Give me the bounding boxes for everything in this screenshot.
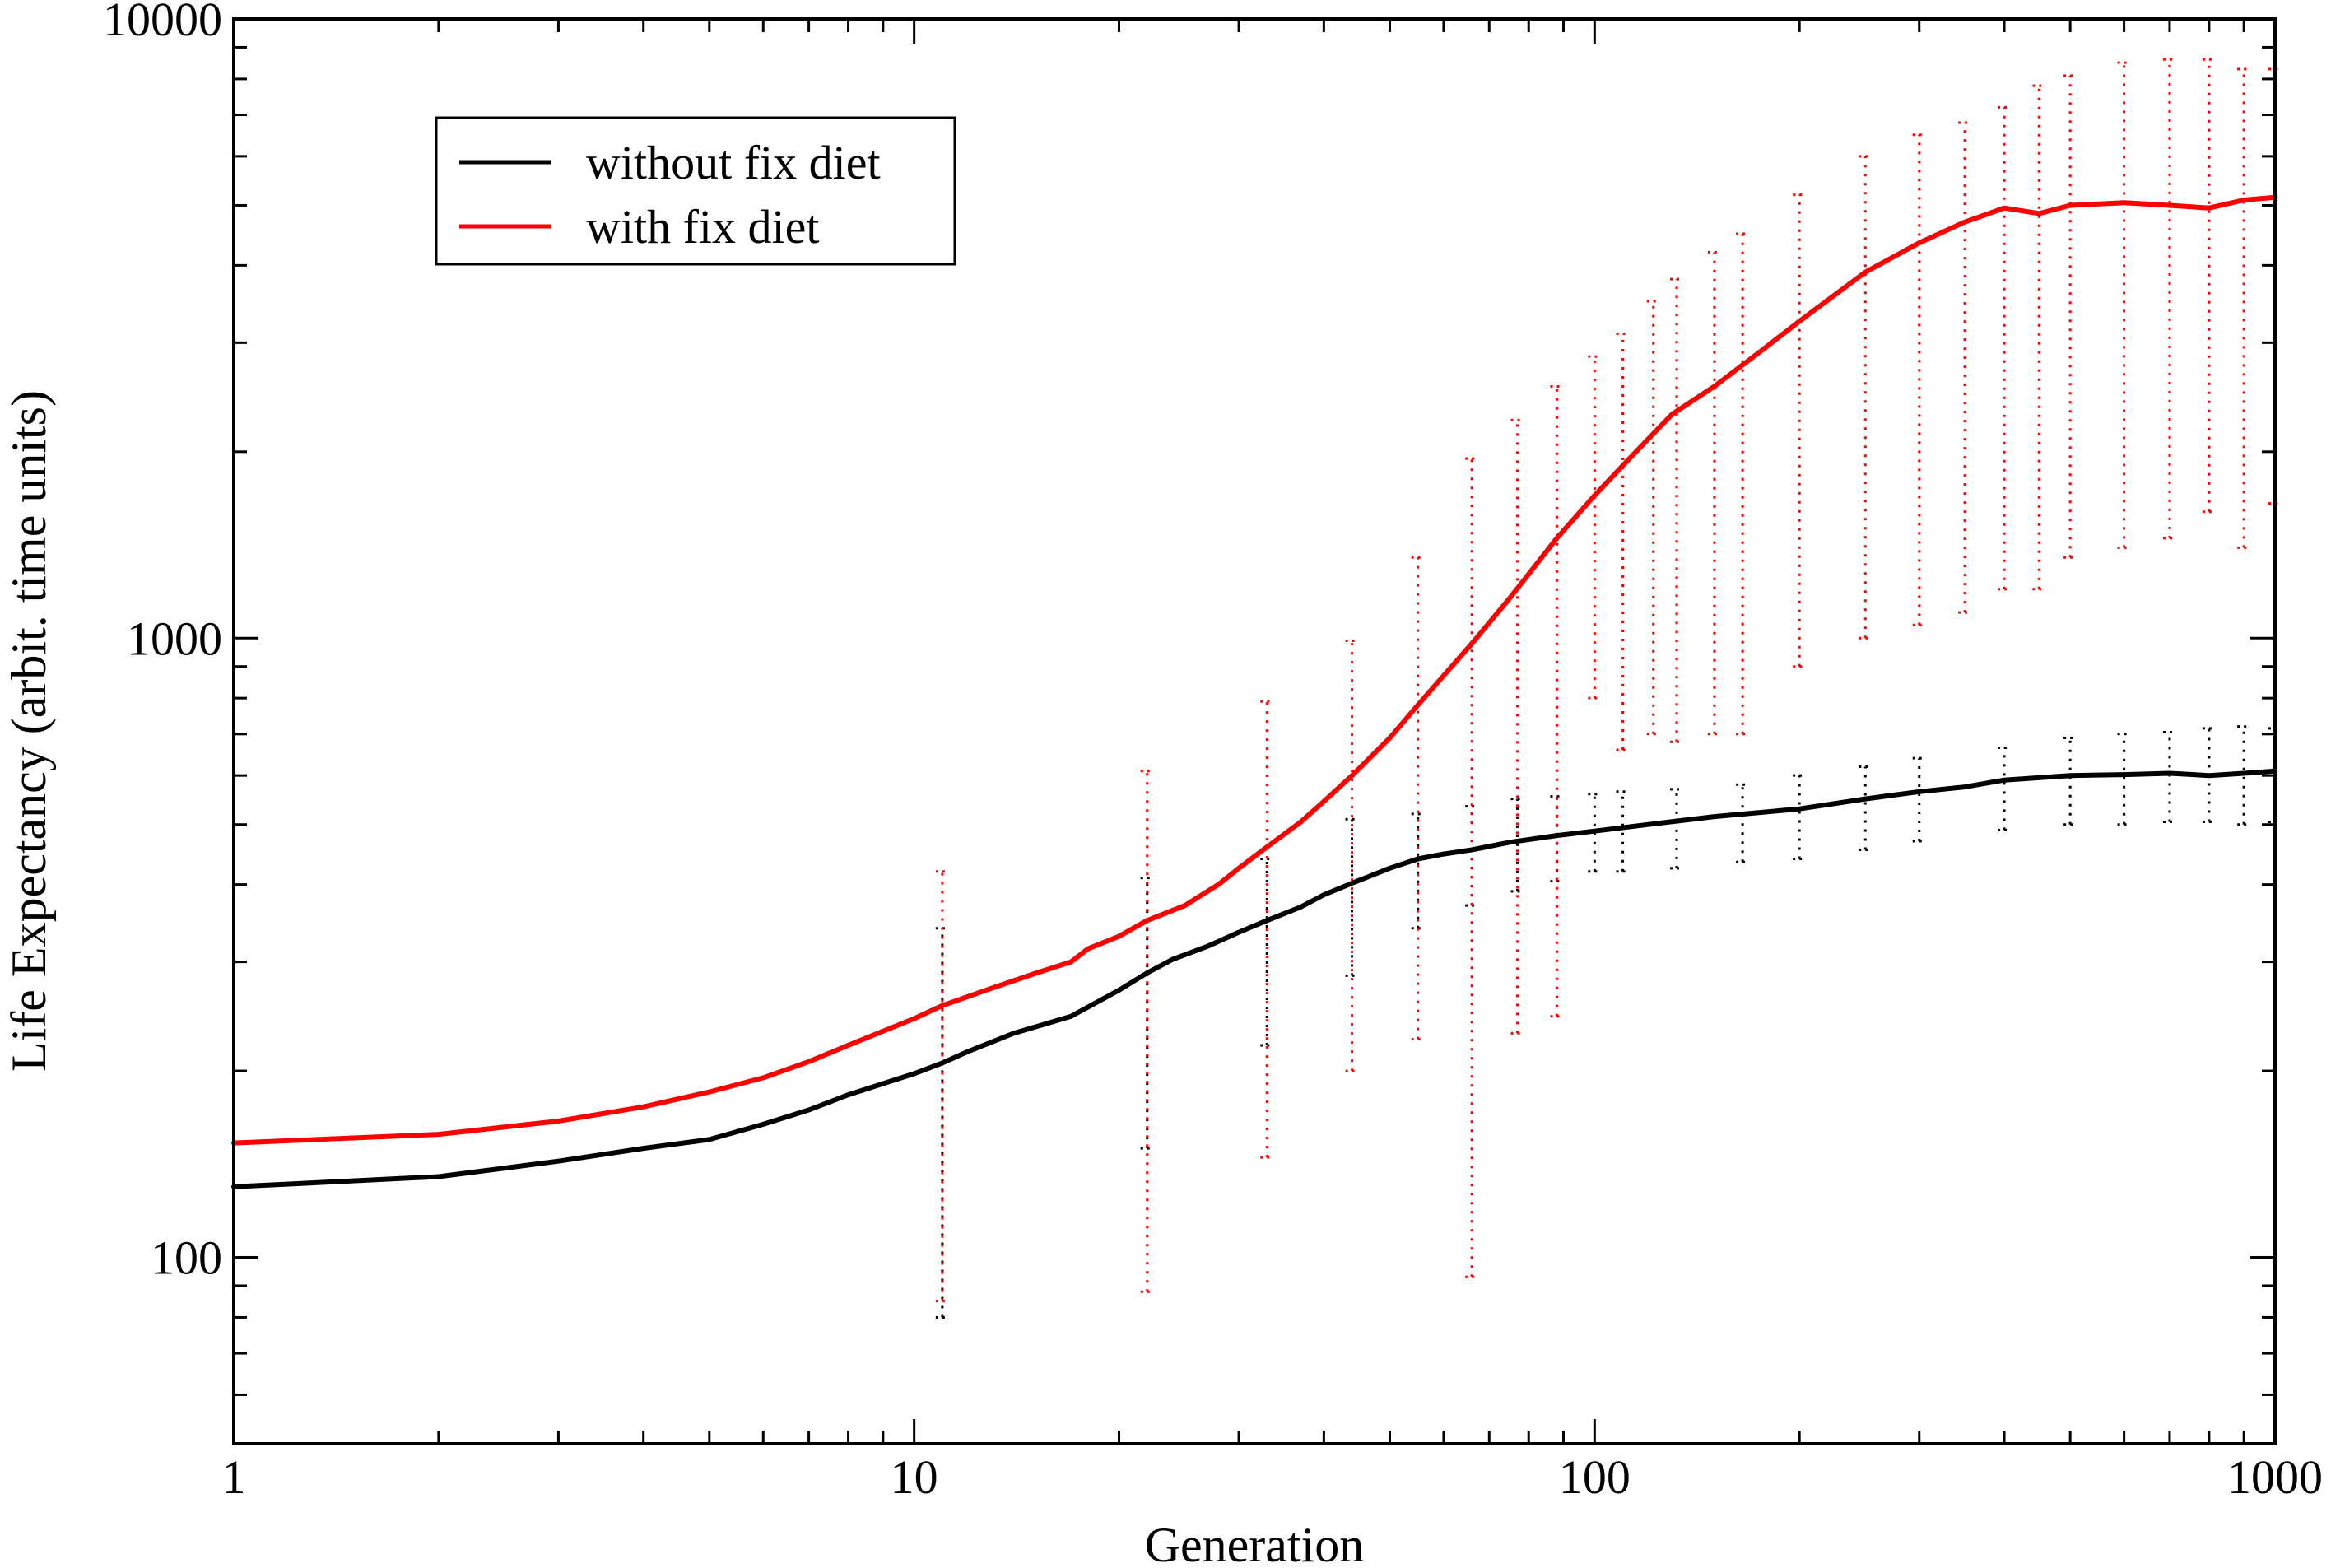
legend-box [435,116,956,266]
y-tick-label: 1000 [127,612,222,665]
y-tick-label: 100 [151,1231,222,1285]
x-tick-label: 10 [891,1450,938,1504]
x-tick-label: 1000 [2227,1450,2323,1504]
series-line-with-fix-diet [231,194,2277,1146]
x-axis-title: Generation [1145,1518,1365,1568]
plot-frame [232,17,2277,1445]
legend-label-without-fix-diet: without fix diet [586,136,881,189]
tick-labels-layer: 1 10 100 1000 100 1000 10000 [103,0,2323,1504]
y-axis-title: Life Expectancy (arbit. time units) [2,390,56,1072]
series-layer [231,194,2277,1189]
x-tick-label: 100 [1559,1450,1631,1504]
y-tick-label: 10000 [103,0,222,46]
series-line-without-fix-diet [231,768,2277,1189]
legend: without fix diet with fix diet [435,116,956,266]
error-bars-layer [935,58,2282,1319]
ticks-layer [232,17,2277,1445]
x-tick-label: 1 [222,1450,246,1504]
legend-label-with-fix-diet: with fix diet [586,200,820,254]
